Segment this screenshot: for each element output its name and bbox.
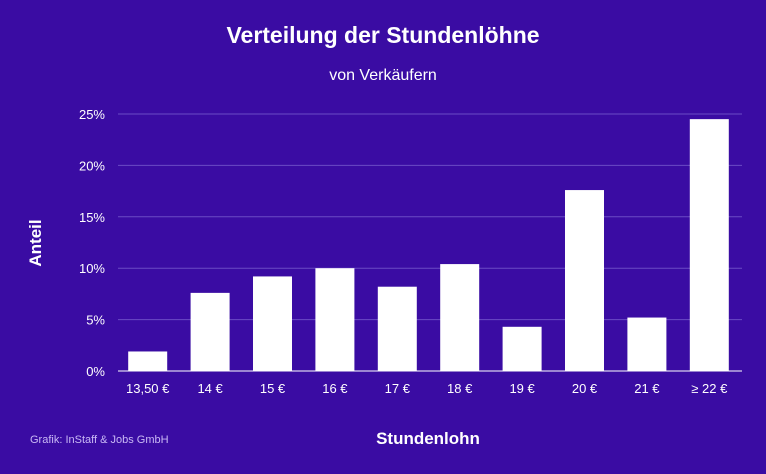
x-tick-label: 15 € — [260, 381, 286, 396]
y-tick-label: 25% — [79, 107, 105, 122]
bar — [253, 276, 292, 371]
bar — [502, 326, 542, 371]
chart-title: Verteilung der Stundenlöhne — [226, 22, 540, 48]
bar — [190, 292, 230, 371]
x-tick-label: 19 € — [509, 381, 535, 396]
y-axis-ticks: 0% 5% 10% 15% 20% 25% — [79, 107, 105, 379]
bar — [377, 286, 417, 371]
x-tick-label: ≥ 22 € — [691, 381, 728, 396]
credit-text: Grafik: InStaff & Jobs GmbH — [30, 434, 169, 446]
bar — [315, 268, 355, 371]
bars — [128, 119, 729, 371]
x-axis-title: Stundenlohn — [376, 429, 480, 448]
bar — [440, 264, 480, 371]
x-tick-label: 20 € — [572, 381, 598, 396]
x-tick-label: 13,50 € — [126, 381, 170, 396]
bar — [128, 351, 168, 371]
bar — [627, 317, 667, 371]
y-tick-label: 5% — [86, 313, 105, 328]
gridlines — [118, 113, 742, 321]
chart-subtitle: von Verkäufern — [329, 67, 437, 84]
bar — [565, 190, 604, 371]
x-tick-label: 16 € — [322, 381, 348, 396]
x-tick-label: 17 € — [385, 381, 411, 396]
x-tick-label: 18 € — [447, 381, 473, 396]
y-tick-label: 10% — [79, 261, 105, 276]
y-tick-label: 20% — [79, 158, 105, 173]
bar — [689, 119, 729, 371]
x-tick-label: 14 € — [197, 381, 223, 396]
y-tick-label: 15% — [79, 210, 105, 225]
x-tick-label: 21 € — [634, 381, 660, 396]
y-axis-title: Anteil — [26, 219, 45, 266]
x-axis-ticks: 13,50 € 14 € 15 € 16 € 17 € 18 € 19 € 20 € 21 € ≥… — [126, 381, 728, 396]
y-tick-label: 0% — [86, 364, 105, 379]
